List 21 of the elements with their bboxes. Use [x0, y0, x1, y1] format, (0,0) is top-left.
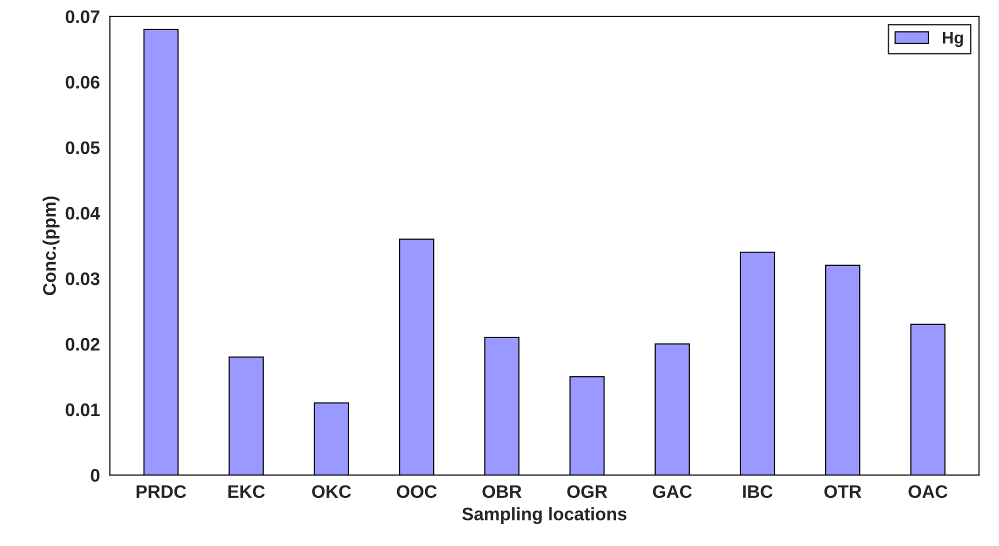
x-tick-label: GAC [652, 485, 692, 498]
x-tick-label: OKC [312, 485, 351, 498]
y-tick-label: 0.02 [66, 338, 100, 351]
x-tick-label: OOC [396, 485, 437, 498]
legend-label: Hg [942, 32, 963, 47]
y-axis-title: Conc.(ppm) [42, 196, 60, 296]
x-tick-label: IBC [743, 485, 773, 498]
x-axis-title: Sampling locations [462, 507, 626, 524]
y-tick-label: 0.04 [66, 206, 100, 220]
y-tick-label: 0 [90, 468, 100, 482]
y-tick-label: 0.06 [66, 76, 100, 89]
y-tick-label: 0.05 [66, 141, 100, 154]
x-tick-label: OGR [567, 485, 608, 498]
x-tick-label: EKC [228, 485, 265, 498]
x-tick-label: OAC [908, 485, 948, 498]
y-tick-label: 0.03 [66, 272, 100, 286]
x-tick-label: PRDC [136, 485, 186, 498]
x-tick-label: OTR [824, 485, 862, 498]
y-tick-label: 0.01 [66, 403, 100, 416]
y-tick-label: 0.07 [66, 10, 100, 24]
x-tick-label: OBR [482, 485, 522, 498]
